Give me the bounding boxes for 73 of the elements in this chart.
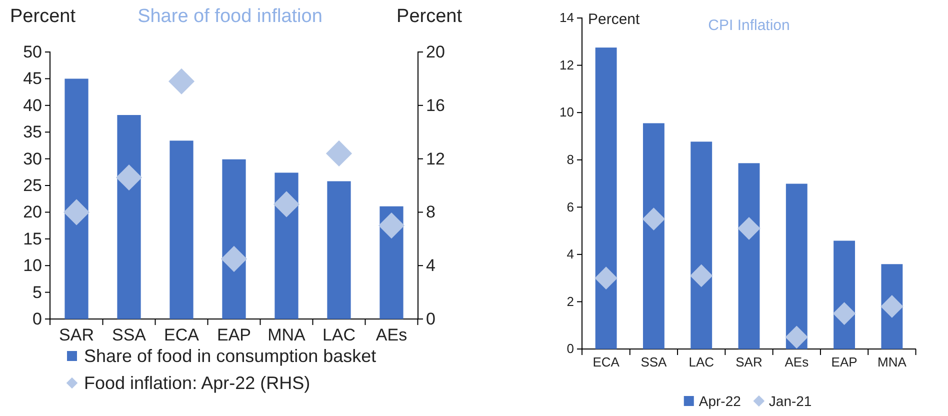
bar bbox=[738, 163, 760, 349]
x-tick-label: SAR bbox=[59, 326, 94, 345]
y2-tick-label: 12 bbox=[426, 149, 445, 168]
point bbox=[116, 164, 142, 191]
y-tick-label: 20 bbox=[23, 202, 42, 222]
y-tick-label: 35 bbox=[23, 122, 42, 142]
x-tick-label: ECA bbox=[592, 354, 620, 370]
x-tick-label: SSA bbox=[112, 326, 147, 345]
y2-tick-label: 4 bbox=[426, 256, 436, 276]
x-tick-label: LAC bbox=[322, 326, 356, 345]
legend-label: Share of food in consumption basket bbox=[84, 346, 376, 366]
y-tick-label: 40 bbox=[23, 96, 42, 115]
y-tick-label: 14 bbox=[560, 10, 574, 26]
point bbox=[273, 191, 300, 218]
bar bbox=[170, 140, 194, 319]
bar bbox=[642, 123, 664, 349]
x-tick-label: ECA bbox=[164, 326, 200, 345]
x-tick-label: SAR bbox=[736, 354, 762, 370]
bar bbox=[786, 184, 808, 349]
y-tick-label: 10 bbox=[23, 256, 42, 276]
point bbox=[378, 212, 405, 239]
x-tick-label: AEs bbox=[376, 326, 408, 345]
point bbox=[63, 199, 90, 226]
x-tick-label: SSA bbox=[640, 354, 668, 370]
point bbox=[880, 295, 904, 318]
point bbox=[690, 264, 713, 288]
y-tick-label: 15 bbox=[23, 229, 42, 248]
y2-tick-label: 0 bbox=[426, 309, 436, 328]
legend-label: Apr-22 bbox=[698, 393, 742, 409]
y-tick-label: 0 bbox=[32, 309, 42, 328]
y-tick-label: 30 bbox=[23, 149, 42, 168]
point bbox=[326, 140, 352, 166]
y-tick-label: 25 bbox=[23, 176, 42, 195]
bar bbox=[274, 172, 298, 319]
bar bbox=[595, 48, 617, 349]
bar bbox=[690, 142, 712, 349]
x-tick-label: MNA bbox=[268, 326, 306, 345]
x-tick-label: EAP bbox=[216, 326, 252, 345]
y2-tick-label: 20 bbox=[426, 42, 445, 62]
bar bbox=[64, 78, 88, 319]
y-tick-label: 2 bbox=[566, 294, 574, 309]
y-tick-label: 50 bbox=[23, 42, 42, 62]
y-tick-label: 0 bbox=[566, 341, 574, 356]
x-tick-label: EAP bbox=[831, 354, 858, 370]
point bbox=[220, 246, 248, 272]
y-tick-label: 45 bbox=[23, 69, 42, 88]
x-tick-label: MNA bbox=[877, 354, 907, 370]
chart-title: CPI Inflation bbox=[708, 17, 790, 34]
y2-axis-title: Percent bbox=[396, 6, 463, 27]
chart-title: Share of food inflation bbox=[138, 6, 322, 27]
y-tick-label: 8 bbox=[566, 152, 574, 168]
point bbox=[594, 266, 618, 290]
x-tick-label: LAC bbox=[688, 354, 714, 370]
point bbox=[785, 326, 808, 349]
y-tick-label: 6 bbox=[566, 199, 574, 214]
y-tick-label: 4 bbox=[566, 246, 574, 262]
y-tick-label: 12 bbox=[560, 57, 574, 72]
y-axis-title: Percent bbox=[588, 11, 641, 28]
bar bbox=[222, 159, 246, 319]
y-tick-label: 5 bbox=[32, 282, 42, 302]
bar bbox=[327, 181, 351, 319]
point bbox=[168, 68, 195, 94]
point bbox=[832, 302, 856, 325]
point bbox=[738, 217, 760, 240]
y2-tick-label: 16 bbox=[426, 96, 445, 115]
legend-label: Food inflation: Apr-22 (RHS) bbox=[84, 373, 310, 393]
y-tick-label: 10 bbox=[560, 104, 574, 120]
x-tick-label: AEs bbox=[784, 354, 810, 370]
y-axis-title: Percent bbox=[10, 6, 76, 27]
bar bbox=[117, 115, 141, 319]
point bbox=[642, 208, 666, 230]
legend-label: Jan-21 bbox=[768, 393, 812, 409]
y2-tick-label: 8 bbox=[426, 202, 436, 222]
